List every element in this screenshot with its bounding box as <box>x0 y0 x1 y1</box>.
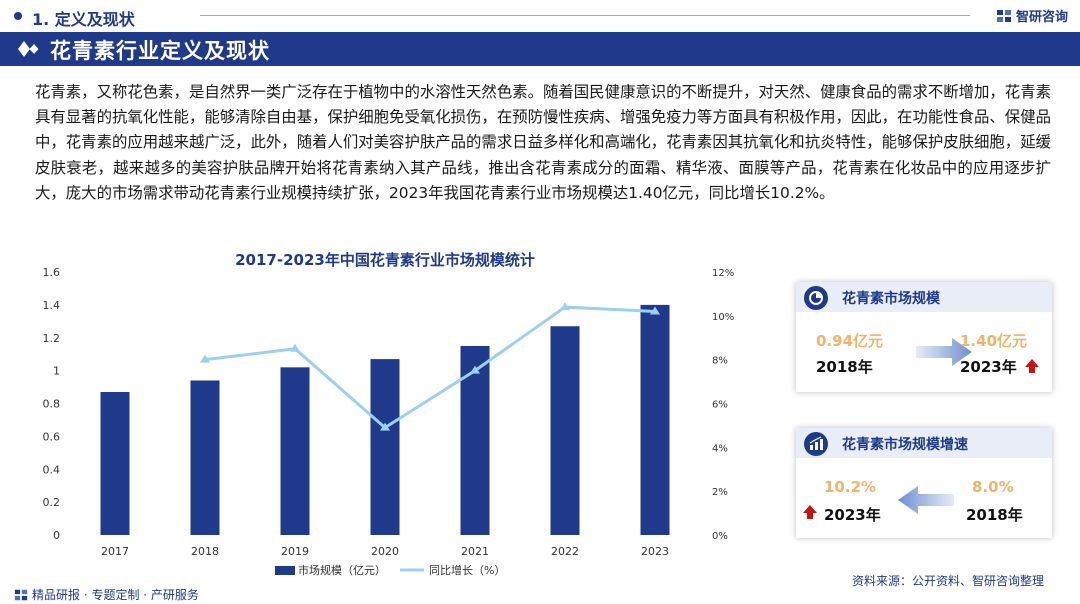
bar <box>280 367 310 535</box>
divider <box>200 15 970 16</box>
x-tick-label: 2022 <box>551 545 579 558</box>
bar <box>100 391 130 535</box>
card-header <box>796 428 1052 458</box>
right-arrow-icon <box>916 338 972 366</box>
brand-logo: 智研咨询 <box>996 6 1068 25</box>
brand-icon <box>14 589 28 600</box>
y-left-tick-label: 0.8 <box>43 398 61 411</box>
y-right-tick-label: 10% <box>712 312 734 323</box>
legend-line-label: 同比增长（%） <box>429 563 505 577</box>
y-right-tick-label: 2% <box>712 487 728 498</box>
year-2018: 2018年 <box>966 506 1023 524</box>
y-left-tick-label: 1.4 <box>43 299 61 312</box>
title-banner: 花青素行业定义及现状 <box>0 32 1080 66</box>
section-dot-icon <box>14 12 22 20</box>
legend-bar-swatch <box>275 566 295 575</box>
value-2023: 1.40亿元 <box>960 332 1028 350</box>
year-2023: 2023年 <box>960 358 1017 376</box>
brand-name: 智研咨询 <box>1015 10 1068 25</box>
footer-text: 精品研报 · 专题定制 · 产研服务 <box>32 588 199 602</box>
diamond-icon <box>18 41 39 57</box>
card-title: 花青素市场规模增速 <box>842 437 968 453</box>
year-2018: 2018年 <box>816 358 873 376</box>
line-point <box>290 343 300 352</box>
y-right-tick-label: 4% <box>712 443 728 454</box>
y-left-tick-label: 0.6 <box>43 430 61 443</box>
y-right-tick-label: 12% <box>712 268 734 279</box>
chart-title: 2017-2023年中国花青素行业市场规模统计 <box>235 251 535 269</box>
up-arrow-icon <box>1025 359 1039 373</box>
y-right-tick-label: 0% <box>712 531 728 542</box>
x-tick-label: 2019 <box>281 545 309 558</box>
card-header <box>796 282 1052 312</box>
bar <box>190 380 220 535</box>
y-left-tick-label: 1.6 <box>43 266 61 279</box>
up-arrow-icon <box>803 505 817 519</box>
market-size-chart: 2017-2023年中国花青素行业市场规模统计 0 0.2 0.4 0.6 0.8 1 1.2… <box>43 251 735 577</box>
line-point <box>650 306 660 315</box>
bar <box>460 345 490 535</box>
value-2018: 0.94亿元 <box>816 332 884 350</box>
intro-paragraph: 花青素，又称花色素，是自然界一类广泛存在于植物中的水溶性天然色素。随着国民健康意… <box>35 83 1051 202</box>
bar <box>370 359 400 535</box>
brand-icon <box>996 9 1011 22</box>
value-2023: 10.2% <box>824 478 877 496</box>
legend-bar-label: 市场规模（亿元） <box>298 563 386 577</box>
source-note: 资料来源：公开资料、智研咨询整理 <box>851 574 1044 588</box>
line-point <box>380 422 390 431</box>
section-label: 1. 定义及现状 <box>32 10 135 29</box>
card-title: 花青素市场规模 <box>842 291 940 307</box>
x-tick-label: 2020 <box>371 545 399 558</box>
left-arrow-icon <box>898 486 954 514</box>
market-size-card: 花青素市场规模 0.94亿元 2018年 1.40亿元 2023年 <box>796 282 1052 392</box>
growth-rate-card: 花青素市场规模增速 10.2% 2023年 8.0% 2018年 <box>796 428 1052 538</box>
y-right-tick-label: 8% <box>712 356 728 367</box>
x-tick-label: 2021 <box>461 545 489 558</box>
x-tick-label: 2017 <box>101 545 129 558</box>
y-left-tick-label: 1.2 <box>43 332 61 345</box>
footer-tagline: 精品研报 · 专题定制 · 产研服务 <box>14 586 199 603</box>
bar <box>550 326 580 535</box>
line-point <box>470 365 480 374</box>
bar-chart-icon <box>804 432 828 456</box>
y-left-tick-label: 0 <box>53 529 60 542</box>
x-tick-label: 2023 <box>641 545 669 558</box>
top-bar: 1. 定义及现状 智研咨询 <box>0 0 1080 32</box>
y-left-tick-label: 0.4 <box>43 463 61 476</box>
y-right-tick-label: 6% <box>712 400 728 411</box>
year-2023: 2023年 <box>824 506 881 524</box>
line-point <box>560 302 570 311</box>
value-2018: 8.0% <box>972 478 1014 496</box>
line-point <box>200 354 210 363</box>
pie-chart-icon <box>804 286 828 310</box>
x-tick-label: 2018 <box>191 545 219 558</box>
bar <box>640 304 670 535</box>
page-title: 花青素行业定义及现状 <box>50 39 270 63</box>
y-left-tick-label: 0.2 <box>43 496 61 509</box>
growth-line <box>204 305 656 430</box>
y-left-tick-label: 1 <box>53 365 60 378</box>
